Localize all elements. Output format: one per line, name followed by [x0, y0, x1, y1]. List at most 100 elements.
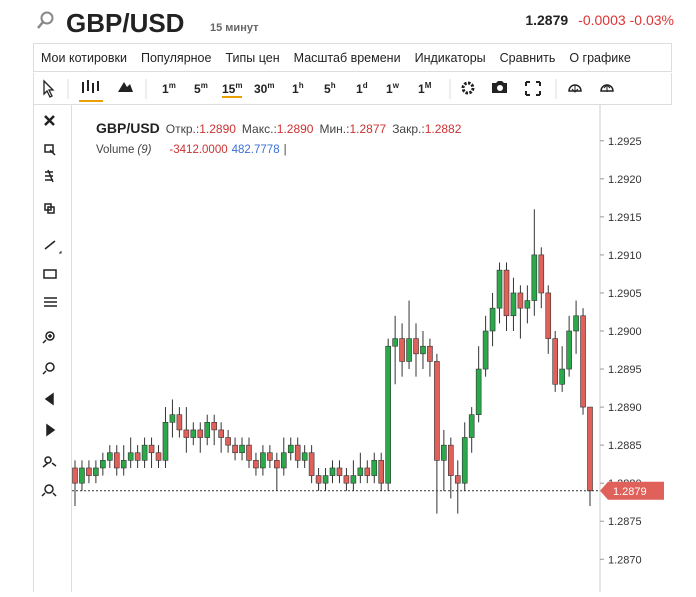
scroll-left-icon[interactable]: [44, 392, 54, 406]
timeframe-button[interactable]: 5m: [194, 81, 208, 96]
area-icon[interactable]: [118, 82, 133, 92]
close-icon[interactable]: [44, 115, 55, 126]
candle-body: [434, 361, 440, 461]
candle-body: [169, 414, 176, 423]
timeframe-unit: m: [200, 81, 208, 90]
upload-icon[interactable]: [600, 84, 614, 92]
tool-icon[interactable]: [44, 297, 57, 307]
y-tick-label: 1.2910: [608, 250, 642, 262]
candle-body: [371, 460, 378, 476]
y-tick-label: 1.2895: [608, 364, 642, 376]
candle-body: [364, 467, 371, 476]
scroll-right-icon[interactable]: [46, 423, 56, 437]
candle-body: [559, 368, 565, 385]
legend: GBP/USD Откр.:1.2890 Макс.:1.2890 Мин.:1.28…: [96, 120, 467, 136]
candle-body: [211, 422, 217, 431]
settings-icon[interactable]: [461, 81, 475, 95]
menu-item[interactable]: Популярное: [140, 50, 212, 65]
candle-body: [148, 444, 155, 454]
volume-name: Volume: [96, 144, 135, 156]
candle-body: [517, 292, 524, 309]
candle-body: [204, 422, 211, 438]
candle-body: [427, 345, 433, 362]
candle-body: [301, 452, 308, 461]
tool-icons: [41, 115, 62, 497]
candle-body: [343, 475, 350, 484]
candle-body: [294, 444, 301, 461]
candle-body: [246, 444, 252, 461]
quote: 1.2879 -0.0003 -0.03%: [525, 12, 674, 28]
timeframe-button[interactable]: 1d: [356, 81, 368, 96]
candle-body: [441, 444, 447, 461]
timeframe-button[interactable]: 1m: [162, 81, 176, 96]
timeframe-button[interactable]: 15m: [222, 81, 243, 98]
candle-body: [545, 292, 552, 339]
volume-sep: |: [283, 144, 287, 156]
zoom-in-icon[interactable]: [45, 331, 55, 341]
timeframe-button[interactable]: 30m: [254, 81, 274, 96]
legend-label: Откр.:: [165, 122, 200, 136]
timeframe-num: 1: [162, 82, 169, 96]
candle-body: [461, 437, 468, 484]
timeframe-num: 1: [356, 82, 363, 96]
candle-body: [392, 338, 398, 347]
change: -0.0003: [578, 12, 626, 28]
candle-body: [86, 467, 92, 476]
volume-legend: Volume (9) -3412.0000 482.7778 |: [96, 144, 287, 156]
search-icon[interactable]: [36, 10, 56, 32]
candle-body: [350, 475, 357, 484]
menu-item[interactable]: Мои котировки: [41, 50, 127, 65]
y-tick-label: 1.2870: [608, 554, 642, 566]
cursor-icon[interactable]: [43, 79, 55, 98]
menu-item[interactable]: Сравнить: [499, 50, 556, 65]
fullscreen-icon[interactable]: [525, 81, 541, 96]
candle-body: [448, 444, 454, 476]
timeframe-num: 15: [222, 82, 236, 96]
candle-body: [274, 460, 280, 469]
tool-icon[interactable]: [44, 484, 54, 494]
tool-icon[interactable]: [43, 269, 57, 279]
candle-body: [566, 330, 572, 370]
timeframe-button[interactable]: 1h: [292, 81, 304, 96]
timeframe-num: 5: [324, 82, 331, 96]
menu-item[interactable]: Масштаб времени: [293, 50, 401, 65]
y-tick-label: 1.2905: [608, 288, 642, 300]
tool-icon[interactable]: [44, 456, 52, 464]
y-tick-label: 1.2915: [608, 212, 642, 224]
symbol: GBP/USD: [66, 8, 185, 38]
tool-icon[interactable]: [44, 144, 54, 153]
candles-icon[interactable]: [82, 80, 99, 93]
legend-value: 1.2890: [276, 122, 314, 136]
menu-item[interactable]: Типы цен: [225, 50, 280, 65]
candle-body: [72, 467, 78, 484]
zoom-out-icon[interactable]: [45, 362, 55, 372]
active-marker: [79, 100, 103, 102]
volume-value: 482.7778: [231, 144, 280, 156]
timeframe-unit: d: [362, 81, 368, 90]
tool-icon[interactable]: [45, 169, 54, 183]
candle-body: [280, 452, 287, 469]
candle-body: [336, 467, 343, 476]
menu-bar: Мои котировки Популярное Типы цен Масштаб в…: [33, 43, 672, 72]
last-price-label: 1.2879: [613, 486, 647, 498]
candle-body: [239, 444, 245, 454]
interval: 15 минут: [210, 22, 259, 34]
candle-body: [573, 315, 579, 332]
download-icon[interactable]: [568, 84, 582, 92]
timeframe-button[interactable]: 1M: [418, 81, 431, 96]
change-pct: -0.03%: [629, 12, 674, 28]
menu-item[interactable]: Индикаторы: [414, 50, 486, 65]
timeframe-button[interactable]: 5h: [324, 81, 336, 96]
volume-value: -3412.0000: [169, 144, 228, 156]
candle-body: [357, 467, 364, 476]
candle-body: [190, 429, 197, 438]
tool-icon[interactable]: [44, 240, 56, 250]
candle-body: [260, 452, 266, 469]
candle-body: [489, 307, 496, 332]
timeframe-button[interactable]: 1w: [386, 81, 399, 96]
timeframe-unit: h: [330, 81, 336, 90]
candle-body: [413, 338, 419, 355]
menu-item[interactable]: О графике: [569, 50, 631, 65]
timeframe-unit: m: [267, 81, 275, 90]
